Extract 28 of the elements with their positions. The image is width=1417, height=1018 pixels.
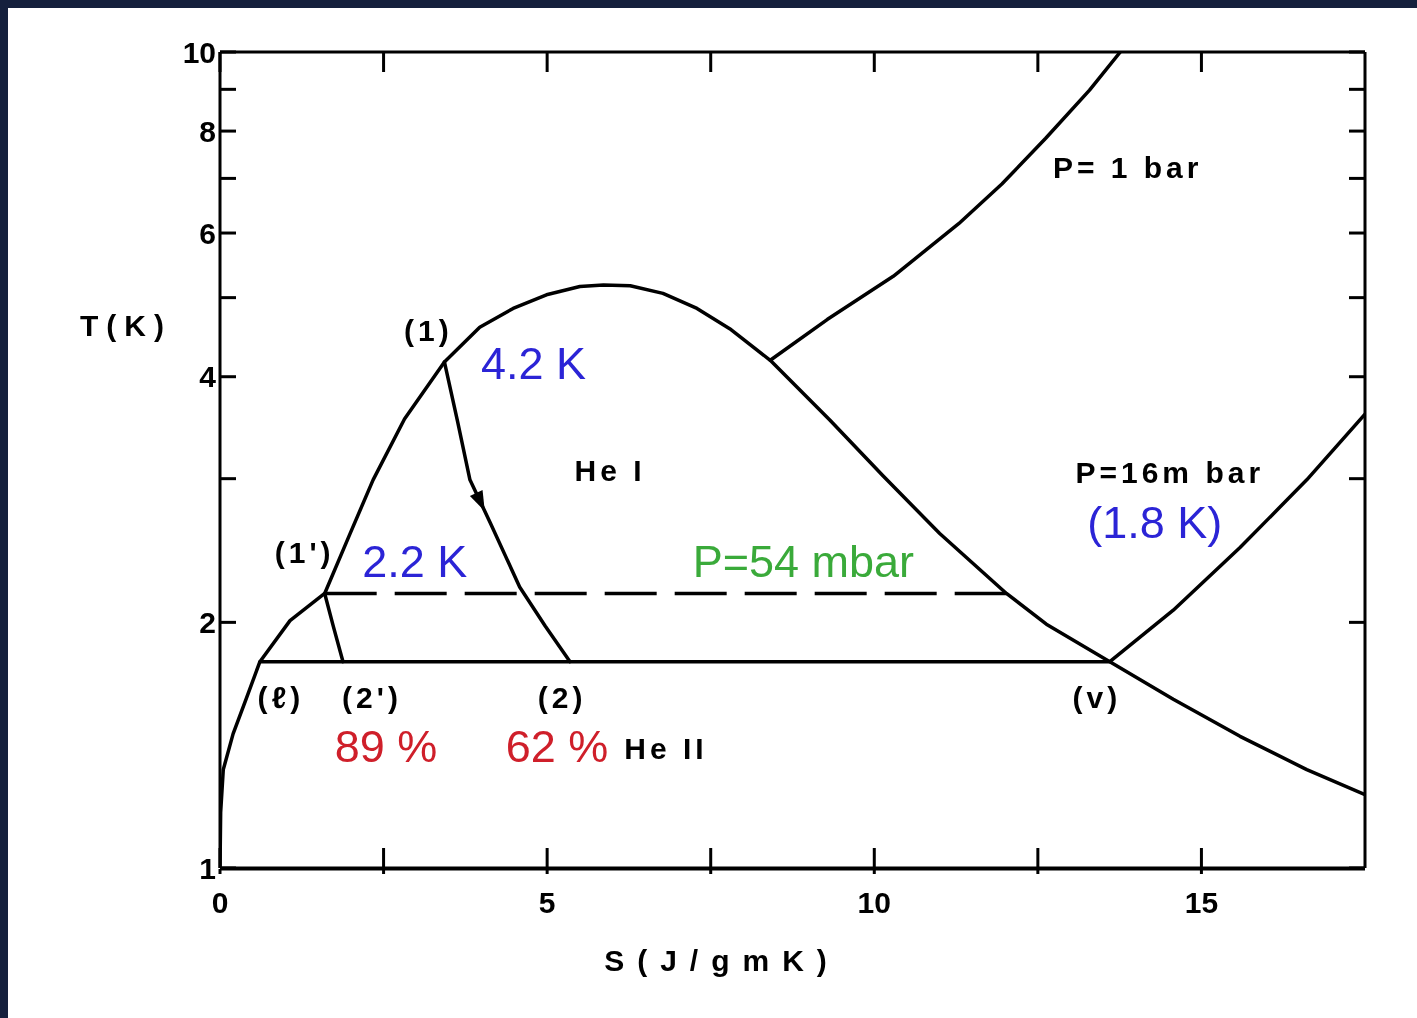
annotation: 2.2 K [362,535,468,587]
y-tick-label: 8 [199,114,216,148]
y-tick-label: 1 [199,851,216,885]
annotation: P=16m bar [1075,455,1265,489]
annotation: He II [624,731,708,765]
x-axis-title: S(J/gmK) [604,943,840,977]
annotation: (ℓ) [257,680,305,714]
annotation: (1') [274,535,335,569]
y-tick-label: 10 [182,35,216,69]
x-tick-label: 0 [211,886,229,920]
annotation: P=54 mbar [692,535,915,587]
annotation: (1) [404,313,453,347]
x-tick-label: 15 [1184,886,1219,920]
y-tick-label: 6 [199,216,216,250]
annotation: (v) [1072,680,1122,714]
annotation: 4.2 K [480,337,586,389]
x-tick-label: 10 [857,886,891,920]
annotation: P= 1 bar [1052,150,1203,184]
annotation: (2) [537,680,587,714]
annotation: He I [574,453,646,487]
annotation: (2') [342,680,402,714]
y-tick-label: 2 [199,606,216,640]
x-tick-label: 5 [538,886,556,920]
y-tick-label: 4 [199,360,217,394]
annotation: (1.8 K) [1087,496,1223,548]
y-axis-title: T(K) [80,308,172,342]
annotation: 89 % [334,720,438,772]
annotation: 62 % [505,720,609,772]
